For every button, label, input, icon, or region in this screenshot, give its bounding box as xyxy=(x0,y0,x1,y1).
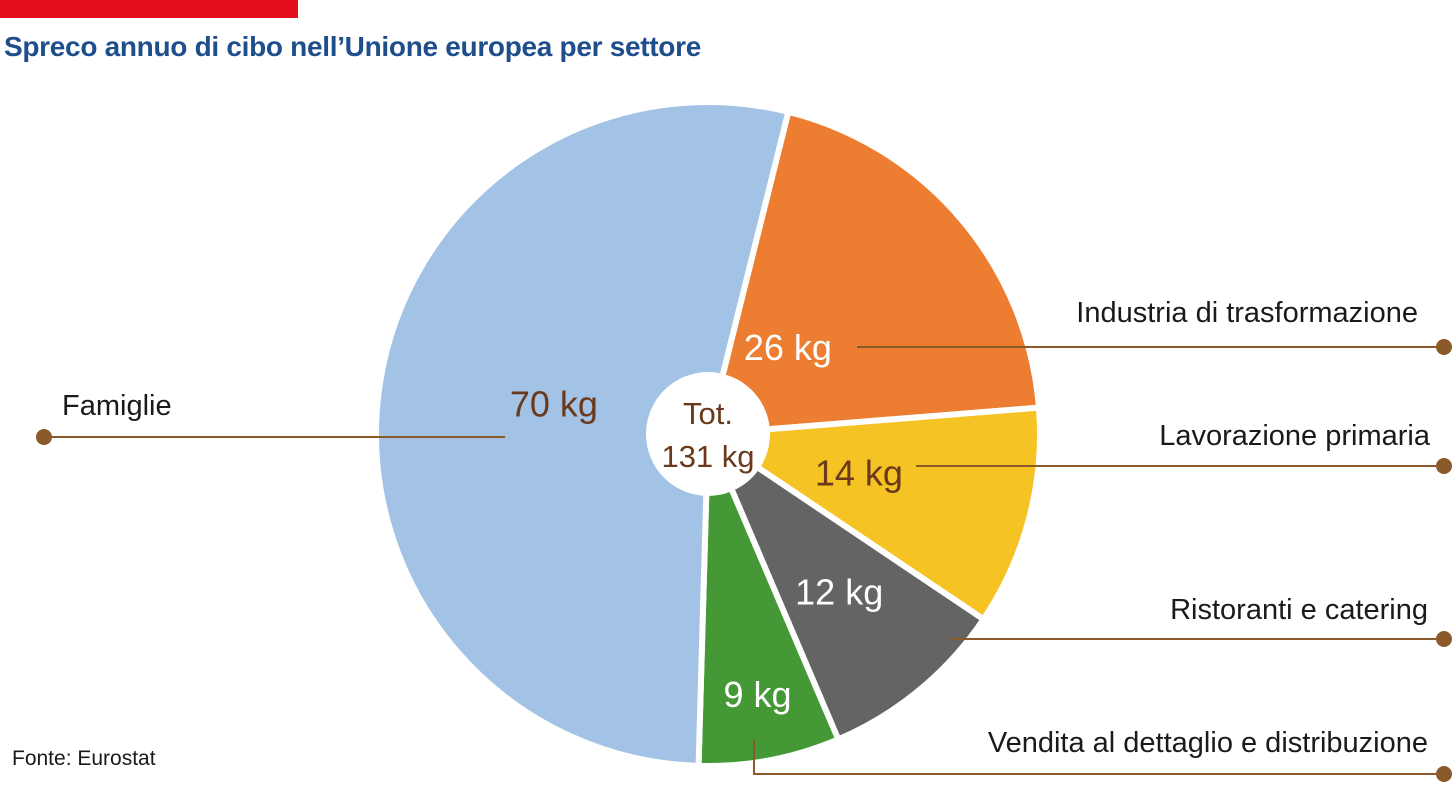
total-heading: Tot. xyxy=(683,396,733,431)
slice-vendita xyxy=(695,431,842,769)
leader-lines xyxy=(36,339,1452,782)
slice-industria xyxy=(705,108,1042,437)
category-label: Vendita al dettaglio e distribuzione xyxy=(988,727,1428,759)
leader-dot xyxy=(1436,339,1452,355)
category-label: Industria di trasformazione xyxy=(1076,297,1418,329)
total-value: 131 kg xyxy=(661,439,754,474)
value-label: 14 kg xyxy=(815,453,903,494)
leader-dot xyxy=(1436,766,1452,782)
leader-dot xyxy=(36,429,52,445)
value-label: 12 kg xyxy=(795,572,883,613)
value-label: 9 kg xyxy=(723,674,791,715)
leader-dot xyxy=(1436,631,1452,647)
center-hole: Tot. 131 kg xyxy=(646,372,770,496)
slice-famiglie xyxy=(373,99,792,769)
value-label: 70 kg xyxy=(510,383,598,424)
leader-dot xyxy=(1436,458,1452,474)
slice-ristoranti xyxy=(705,431,987,743)
slice-lavorazione xyxy=(705,404,1043,623)
total-circle xyxy=(646,372,770,496)
leader-line xyxy=(753,740,1444,775)
slices-layer xyxy=(373,99,1043,769)
accent-bar xyxy=(0,0,298,18)
category-label: Famiglie xyxy=(62,390,172,422)
value-label: 26 kg xyxy=(744,327,832,368)
category-label: Ristoranti e catering xyxy=(1170,594,1428,626)
source-note: Fonte: Eurostat xyxy=(12,747,156,770)
category-label: Lavorazione primaria xyxy=(1159,420,1431,452)
labels-layer: 26 kg Industria di trasformazione 14 kg Lav… xyxy=(62,297,1431,759)
chart-title: Spreco annuo di cibo nell’Unione europea… xyxy=(4,31,701,62)
